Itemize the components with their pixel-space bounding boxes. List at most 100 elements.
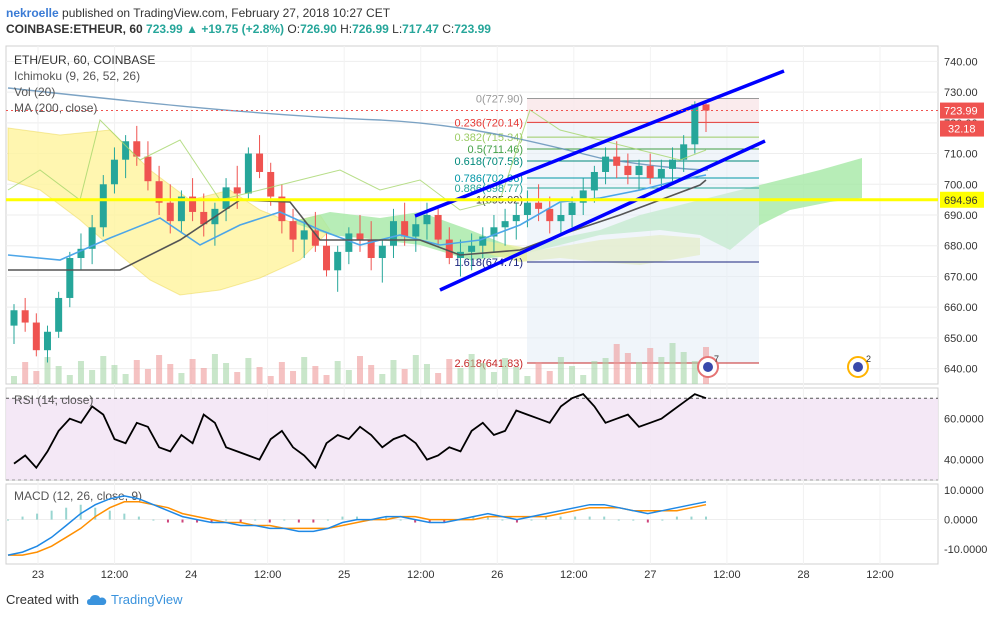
macd-histogram-bar: [108, 510, 111, 520]
fibonacci-level-label: 0(727.90): [476, 94, 523, 106]
macd-histogram-bar: [472, 516, 475, 520]
publish-info: nekroelle published on TradingView.com, …: [6, 6, 390, 20]
rsi-line: [13, 393, 707, 470]
last-price: 723.99: [146, 22, 183, 36]
candle-body: [691, 104, 699, 145]
volume-bar: [423, 364, 430, 384]
candle-body: [334, 251, 342, 271]
event-badge-7: [697, 356, 719, 378]
volume-bar: [22, 362, 29, 384]
volume-bar: [44, 357, 51, 384]
volume-bar: [167, 364, 174, 384]
macd-histogram-bar: [7, 519, 9, 521]
candle-body: [535, 202, 543, 209]
close-value: 723.99: [454, 22, 491, 36]
author-name[interactable]: nekroelle: [6, 6, 59, 20]
macd-histogram-bar: [210, 519, 213, 523]
candle-body: [99, 184, 107, 228]
macd-signal-line: [8, 501, 707, 556]
volume-bar: [636, 362, 643, 384]
change-tag: [940, 120, 984, 137]
chart-canvas[interactable]: 740.00730.00720.00710.00700.00690.00680.…: [0, 40, 1000, 588]
time-tick-label: 12:00: [560, 569, 588, 581]
volume-bar: [580, 375, 587, 384]
macd-histogram-bar: [690, 516, 693, 520]
rsi-legend: RSI (14, close): [14, 393, 93, 407]
candle-body: [133, 141, 141, 157]
candle-body: [602, 156, 610, 172]
candle-body: [590, 171, 598, 191]
candle-body: [144, 156, 152, 182]
macd-histogram-bar: [414, 519, 417, 523]
volume-bar: [156, 355, 163, 384]
volume-bar: [55, 366, 62, 384]
macd-histogram-bar: [588, 516, 591, 520]
created-with-text: Created with: [6, 592, 79, 607]
fibonacci-level-label: 0.618(707.58): [455, 156, 524, 168]
candle-body: [657, 168, 665, 179]
volume-bar: [569, 366, 576, 384]
candle-body: [501, 221, 509, 228]
candle-body: [323, 245, 331, 271]
candle-body: [289, 221, 297, 240]
volume-bar: [278, 362, 285, 384]
volume-bar: [345, 370, 352, 384]
lower-channel-line: [439, 139, 766, 292]
macd-histogram-bar: [501, 519, 504, 521]
volume-bar: [446, 359, 453, 384]
tradingview-link[interactable]: TradingView: [86, 592, 183, 607]
last-price-tag: [940, 102, 984, 119]
macd-histogram-bar: [268, 519, 271, 523]
candle-body: [122, 141, 130, 160]
macd-histogram-bar: [181, 519, 184, 523]
support-price-tag: [940, 191, 984, 208]
macd-histogram-bar: [515, 519, 518, 523]
macd-histogram-bar: [152, 519, 155, 521]
macd-histogram-bar: [65, 507, 68, 520]
volume-bar: [435, 373, 442, 384]
volume-bar: [602, 358, 609, 384]
candle-body: [10, 310, 18, 326]
macd-histogram-bar: [646, 519, 649, 523]
candle-body: [177, 196, 185, 222]
pair-label: ETH/EUR, 60, COINBASE: [14, 53, 155, 67]
candle-body: [412, 224, 420, 237]
volume-bar: [211, 354, 218, 384]
candle-body: [434, 215, 442, 240]
time-tick-label: 27: [644, 569, 656, 581]
macd-histogram-bar: [385, 516, 388, 520]
macd-histogram-bar: [399, 519, 402, 521]
macd-histogram-bar: [312, 519, 315, 523]
macd-histogram-bar: [603, 516, 606, 520]
ichimoku-lagging-line: [7, 109, 707, 211]
open-value: 726.90: [300, 22, 337, 36]
macd-histogram-bar: [341, 516, 344, 520]
candle-body: [200, 211, 208, 225]
volume-bar: [546, 371, 553, 384]
volume-bar: [513, 367, 520, 384]
volume-bar: [33, 371, 40, 384]
volume-bar: [290, 371, 297, 384]
macd-tick-label: -10.0000: [944, 544, 987, 556]
candle-body: [468, 245, 476, 252]
candle-body: [155, 181, 163, 203]
volume-bar: [390, 360, 397, 384]
volume-bar: [334, 361, 341, 384]
macd-histogram-bar: [443, 519, 446, 523]
fibonacci-level-label: 0.382(715.34): [455, 132, 524, 144]
candle-body: [523, 202, 531, 215]
candle-body: [635, 165, 643, 176]
symbol-ohlc: COINBASE:ETHEUR, 60 723.99 ▲ +19.75 (+2.…: [6, 22, 491, 36]
candle-body: [546, 208, 554, 222]
volume-bar: [557, 357, 564, 384]
candle-body: [43, 331, 51, 351]
candle-body: [311, 230, 319, 246]
candle-body: [445, 239, 453, 259]
volume-bar: [624, 353, 631, 384]
candle-body: [356, 233, 364, 240]
macd-histogram-bar: [428, 519, 431, 523]
volume-bar: [111, 365, 118, 384]
macd-histogram-bar: [675, 516, 678, 520]
time-tick-label: 28: [797, 569, 809, 581]
publish-text: published on TradingView.com, February 2…: [62, 6, 391, 20]
